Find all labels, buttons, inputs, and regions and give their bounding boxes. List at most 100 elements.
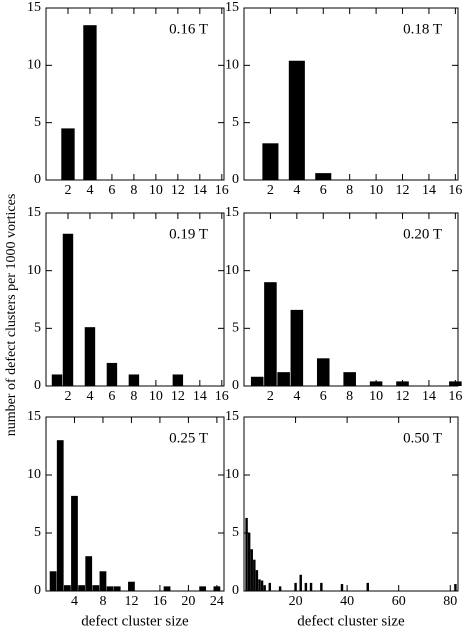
x-tick-label: 12	[171, 389, 185, 404]
y-tick-label: 5	[232, 115, 239, 130]
panel-title: 0.25 T	[169, 430, 208, 446]
y-tick-label: 0	[232, 583, 239, 598]
bar	[199, 586, 207, 591]
x-tick-label: 10	[369, 183, 383, 198]
x-tick-label: 12	[396, 389, 410, 404]
bar	[61, 128, 75, 180]
x-tick-label: 8	[99, 594, 106, 609]
bar	[250, 549, 253, 591]
bar	[71, 495, 78, 591]
x-tick-label: 10	[149, 389, 163, 404]
x-tick-label: 16	[215, 183, 229, 198]
x-tick-label: 6	[108, 389, 115, 404]
y-tick-label: 15	[27, 0, 41, 15]
y-tick-label: 0	[34, 378, 41, 393]
x-axis-label: defect cluster size	[81, 613, 189, 629]
y-tick-label: 0	[232, 172, 239, 187]
bar	[62, 233, 74, 386]
bar	[163, 586, 171, 591]
x-tick-label: 2	[267, 389, 274, 404]
bar	[316, 358, 330, 386]
bar	[263, 585, 266, 591]
bar	[454, 584, 457, 591]
bar	[78, 585, 85, 591]
bar	[268, 582, 272, 591]
bar	[343, 372, 356, 386]
y-tick-label: 15	[27, 409, 41, 424]
plot-frame	[45, 416, 225, 592]
bar	[250, 376, 264, 386]
bar	[277, 372, 290, 386]
bar	[299, 574, 302, 591]
bar	[366, 582, 369, 591]
y-axis-label: number of defect clusters per 1000 vorti…	[4, 194, 19, 437]
bar	[92, 585, 100, 591]
y-tick-label: 10	[225, 58, 239, 73]
x-tick-label: 40	[340, 594, 354, 609]
y-tick-label: 5	[232, 321, 239, 336]
x-tick-label: 16	[448, 183, 462, 198]
x-tick-label: 4	[293, 389, 300, 404]
plot-frame	[45, 7, 225, 181]
bar	[83, 25, 97, 181]
x-tick-label: 14	[193, 389, 207, 404]
bar	[51, 374, 63, 386]
x-tick-label: 16	[448, 389, 462, 404]
x-axis-label: defect cluster size	[297, 613, 405, 629]
y-tick-label: 5	[232, 525, 239, 540]
x-tick-label: 10	[369, 389, 383, 404]
x-tick-label: 10	[149, 183, 163, 198]
bar	[63, 585, 71, 591]
bar	[106, 362, 118, 386]
x-tick-label: 2	[64, 389, 71, 404]
x-tick-label: 8	[346, 183, 353, 198]
x-tick-label: 8	[130, 389, 137, 404]
y-tick-label: 15	[225, 205, 239, 220]
plot-frame	[243, 212, 459, 387]
bar	[56, 440, 64, 591]
x-tick-label: 6	[320, 183, 327, 198]
x-tick-label: 14	[422, 183, 436, 198]
bar	[49, 571, 57, 591]
x-tick-label: 2	[267, 183, 274, 198]
plot-frame	[45, 212, 225, 387]
bar	[255, 570, 259, 591]
y-tick-label: 15	[225, 0, 239, 15]
y-tick-label: 10	[27, 467, 41, 482]
x-tick-label: 2	[64, 183, 71, 198]
bar	[309, 582, 313, 591]
y-tick-label: 5	[34, 525, 41, 540]
y-tick-label: 15	[27, 205, 41, 220]
x-tick-label: 4	[86, 389, 93, 404]
y-tick-label: 0	[34, 583, 41, 598]
x-tick-label: 4	[86, 183, 93, 198]
bar	[278, 586, 282, 591]
x-tick-label: 8	[130, 183, 137, 198]
x-tick-label: 14	[422, 389, 436, 404]
bar	[320, 582, 323, 591]
bar	[262, 143, 279, 180]
bar	[245, 517, 248, 591]
y-tick-label: 5	[34, 321, 41, 336]
x-tick-label: 4	[71, 594, 78, 609]
bar	[260, 580, 264, 591]
x-tick-label: 6	[320, 389, 327, 404]
x-tick-label: 20	[181, 594, 195, 609]
bar	[106, 586, 114, 591]
bar	[304, 582, 308, 591]
y-tick-label: 15	[225, 409, 239, 424]
x-tick-label: 8	[346, 389, 353, 404]
x-tick-label: 14	[193, 183, 207, 198]
bar	[258, 579, 261, 591]
bar	[113, 586, 121, 591]
y-tick-label: 10	[225, 263, 239, 278]
panel-title: 0.18 T	[403, 21, 442, 37]
bar	[253, 559, 256, 591]
y-tick-label: 0	[232, 378, 239, 393]
x-tick-label: 80	[443, 594, 457, 609]
x-tick-label: 12	[171, 183, 185, 198]
bar	[340, 584, 344, 591]
x-tick-label: 12	[124, 594, 138, 609]
bar	[290, 309, 304, 386]
